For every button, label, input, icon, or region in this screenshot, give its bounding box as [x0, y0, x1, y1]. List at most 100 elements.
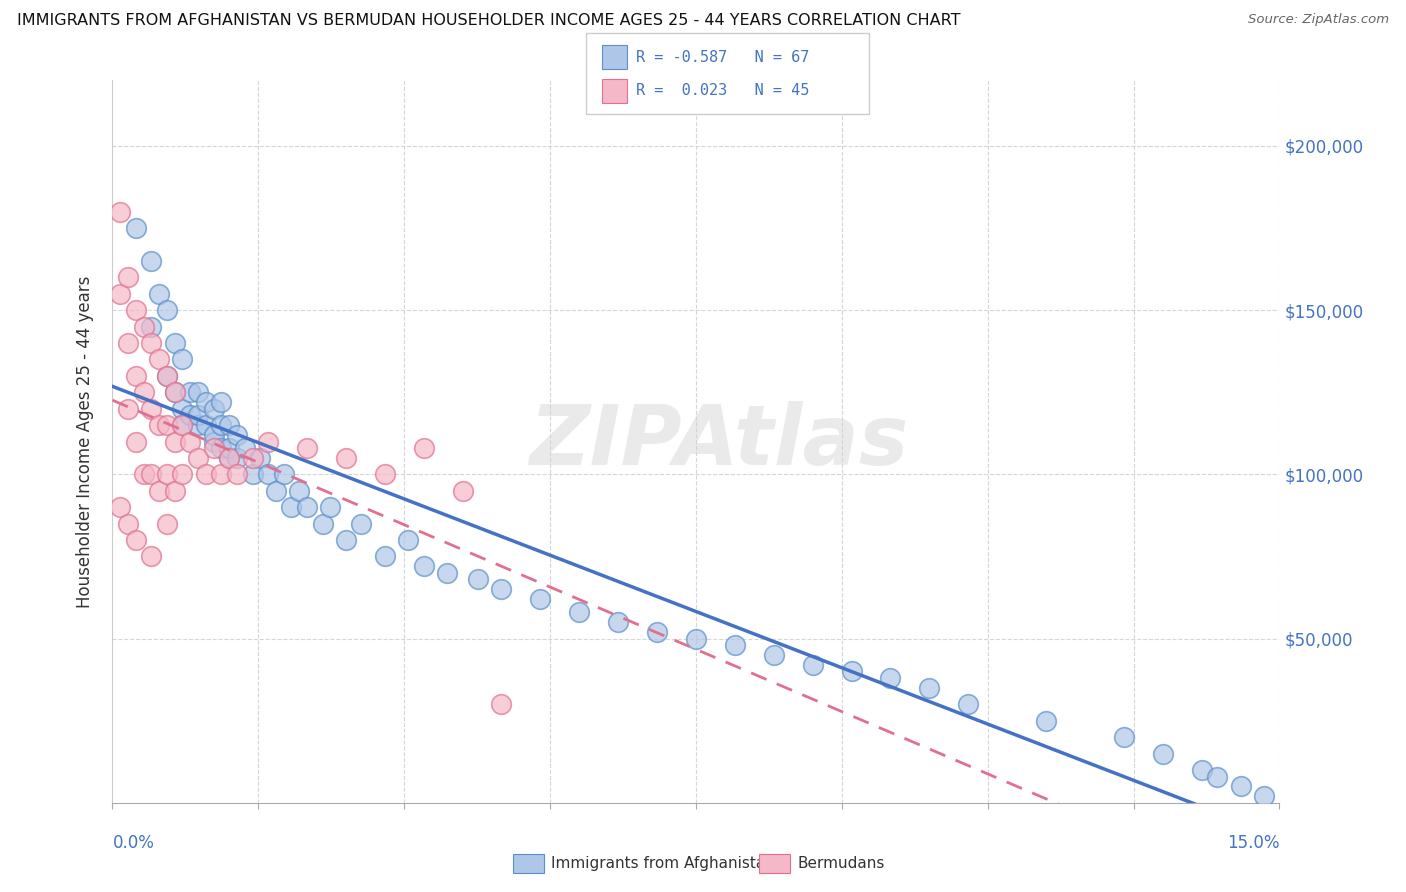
- Point: [350, 516, 373, 531]
- Point: [226, 467, 249, 482]
- Point: [1229, 780, 1251, 794]
- Point: [156, 516, 179, 531]
- Point: [125, 434, 148, 449]
- Point: [467, 573, 489, 587]
- Point: [374, 549, 396, 564]
- Text: IMMIGRANTS FROM AFGHANISTAN VS BERMUDAN HOUSEHOLDER INCOME AGES 25 - 44 YEARS CO: IMMIGRANTS FROM AFGHANISTAN VS BERMUDAN …: [17, 13, 960, 29]
- Point: [117, 270, 139, 285]
- Point: [125, 221, 148, 235]
- Point: [412, 441, 434, 455]
- Point: [156, 303, 179, 318]
- Point: [141, 549, 163, 564]
- Point: [163, 336, 186, 351]
- Point: [172, 418, 194, 433]
- Point: [724, 638, 747, 652]
- Text: Source: ZipAtlas.com: Source: ZipAtlas.com: [1249, 13, 1389, 27]
- Point: [117, 516, 139, 531]
- Point: [209, 441, 232, 455]
- Point: [801, 657, 824, 672]
- Y-axis label: Householder Income Ages 25 - 44 years: Householder Income Ages 25 - 44 years: [76, 276, 94, 607]
- Point: [436, 566, 458, 580]
- Point: [685, 632, 707, 646]
- Point: [202, 441, 225, 455]
- Point: [280, 500, 302, 515]
- Point: [1206, 770, 1229, 784]
- Point: [125, 533, 148, 547]
- Point: [209, 418, 232, 433]
- Text: ZIPAtlas: ZIPAtlas: [530, 401, 910, 482]
- Point: [218, 450, 240, 465]
- Text: 0.0%: 0.0%: [112, 834, 155, 852]
- Point: [249, 450, 271, 465]
- Point: [132, 467, 155, 482]
- Point: [148, 483, 170, 498]
- Point: [163, 434, 186, 449]
- Point: [117, 336, 139, 351]
- Point: [156, 368, 179, 383]
- Point: [141, 401, 163, 416]
- Point: [841, 665, 863, 679]
- Point: [1191, 763, 1213, 777]
- Point: [141, 336, 163, 351]
- Point: [163, 483, 186, 498]
- Point: [879, 671, 901, 685]
- Point: [491, 582, 513, 597]
- Point: [141, 467, 163, 482]
- Point: [141, 319, 163, 334]
- Point: [412, 559, 434, 574]
- Point: [163, 385, 186, 400]
- Point: [156, 368, 179, 383]
- Point: [335, 450, 357, 465]
- Point: [295, 500, 318, 515]
- Point: [257, 467, 280, 482]
- Point: [242, 450, 264, 465]
- Point: [179, 434, 201, 449]
- Text: Bermudans: Bermudans: [797, 856, 884, 871]
- Point: [110, 286, 132, 301]
- Point: [187, 450, 209, 465]
- Point: [1112, 730, 1135, 744]
- Text: R =  0.023   N = 45: R = 0.023 N = 45: [636, 84, 808, 98]
- Point: [156, 418, 179, 433]
- Point: [311, 516, 333, 531]
- Point: [491, 698, 513, 712]
- Point: [295, 441, 318, 455]
- Point: [194, 467, 217, 482]
- Point: [187, 409, 209, 423]
- Point: [218, 418, 240, 433]
- Point: [194, 418, 217, 433]
- Point: [218, 450, 240, 465]
- Point: [257, 434, 280, 449]
- Point: [1152, 747, 1174, 761]
- Point: [172, 401, 194, 416]
- Point: [194, 395, 217, 409]
- Point: [156, 467, 179, 482]
- Point: [762, 648, 785, 662]
- Point: [187, 385, 209, 400]
- Point: [645, 625, 668, 640]
- Point: [141, 253, 163, 268]
- Point: [288, 483, 311, 498]
- Point: [209, 395, 232, 409]
- Point: [148, 286, 170, 301]
- Point: [607, 615, 630, 630]
- Text: Immigrants from Afghanistan: Immigrants from Afghanistan: [551, 856, 775, 871]
- Point: [202, 434, 225, 449]
- Point: [202, 428, 225, 442]
- Point: [218, 441, 240, 455]
- Point: [202, 401, 225, 416]
- Point: [1253, 789, 1275, 804]
- Point: [226, 450, 249, 465]
- Point: [132, 385, 155, 400]
- Point: [172, 418, 194, 433]
- Point: [451, 483, 474, 498]
- Point: [319, 500, 342, 515]
- Point: [179, 409, 201, 423]
- Point: [226, 428, 249, 442]
- Point: [233, 441, 256, 455]
- Point: [209, 467, 232, 482]
- Text: R = -0.587   N = 67: R = -0.587 N = 67: [636, 50, 808, 64]
- Point: [264, 483, 287, 498]
- Point: [132, 319, 155, 334]
- Text: 15.0%: 15.0%: [1227, 834, 1279, 852]
